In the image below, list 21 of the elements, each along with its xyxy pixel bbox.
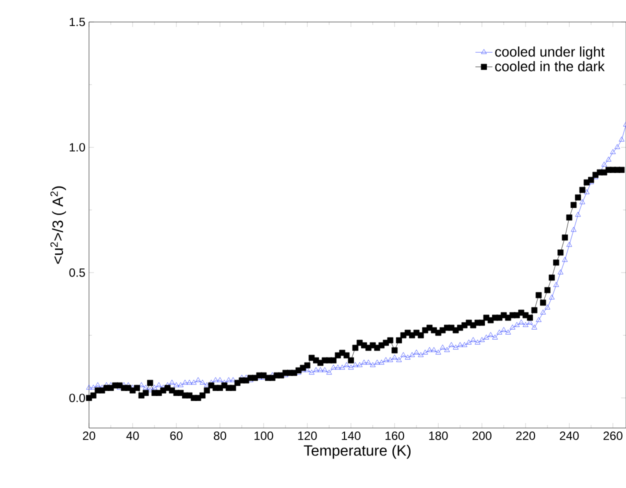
legend-label: cooled in the dark [495, 61, 605, 72]
x-tick-label: 20 [82, 432, 96, 440]
x-tick-label: 160 [386, 432, 404, 440]
x-tick-label: 80 [214, 432, 226, 440]
x-tick-label: 180 [429, 432, 448, 440]
x-tick-label: 260 [604, 432, 622, 440]
y-axis-title: <u$^{2}$>/3 ( A$^{2}$) [50, 186, 66, 264]
x-tick-label: 100 [254, 432, 274, 440]
x-axis-title: Temperature (K) [304, 444, 411, 459]
y-tick-label: 0.5 [69, 268, 85, 277]
x-tick-label: 240 [560, 432, 579, 440]
x-tick-label: 120 [298, 432, 317, 440]
x-tick-label: 220 [516, 432, 536, 440]
x-tick-label: 200 [472, 432, 492, 440]
x-tick-label: 60 [170, 432, 183, 440]
legend-label: cooled under light [495, 46, 605, 60]
y-tick-label: 0.0 [69, 394, 86, 402]
x-tick-label: 140 [342, 432, 360, 440]
y-tick-label: 1.0 [70, 143, 86, 152]
x-tick-label: 40 [126, 432, 139, 440]
y-tick-label: 1.5 [70, 18, 85, 26]
